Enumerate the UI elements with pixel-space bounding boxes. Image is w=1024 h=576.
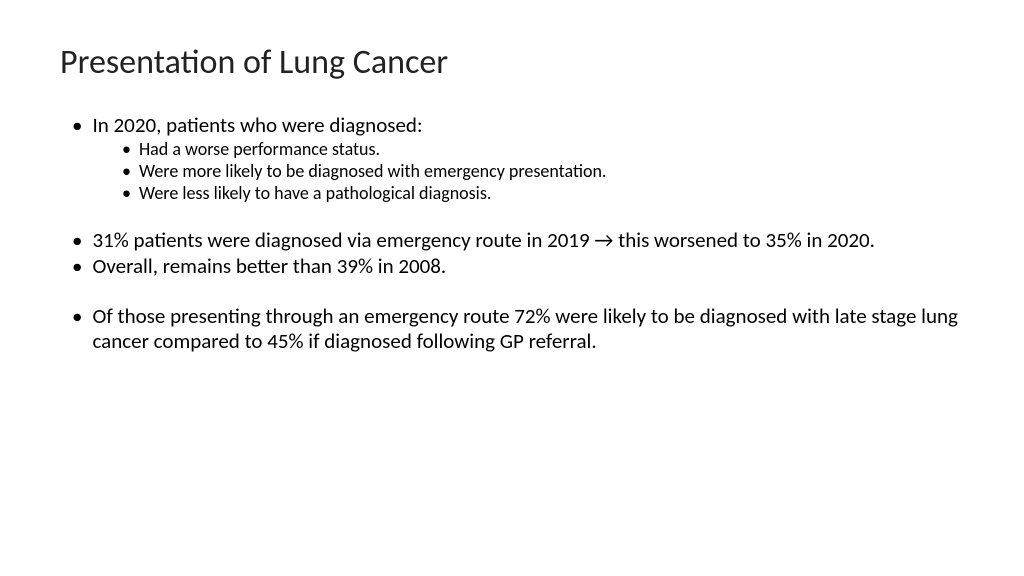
list-item: • 31% patients were diagnosed via emerge… [60,228,964,252]
list-item: • Overall, remains better than 39% in 20… [60,254,964,278]
bullet-icon: • [72,228,82,252]
bullet-icon: • [72,304,82,328]
bullet-icon: • [72,254,82,278]
list-item: • Of those presenting through an emergen… [60,304,964,352]
bullet-text: Overall, remains better than 39% in 2008… [92,254,446,278]
bullet-text: Had a worse performance status. [139,139,380,160]
bullet-text: Were less likely to have a pathological … [139,183,491,204]
bullet-icon: • [72,113,82,137]
bullet-icon: • [122,161,131,182]
bullet-text: In 2020, patients who were diagnosed: [92,113,422,137]
list-item: • Were more likely to be diagnosed with … [60,161,964,182]
list-item: • In 2020, patients who were diagnosed: [60,113,964,137]
bullet-icon: • [122,139,131,160]
slide-body: • In 2020, patients who were diagnosed: … [60,113,964,353]
slide-title: Presentation of Lung Cancer [60,42,964,83]
list-item: • Had a worse performance status. [60,139,964,160]
bullet-text: Were more likely to be diagnosed with em… [139,161,607,182]
bullet-text: Of those presenting through an emergency… [92,304,962,352]
bullet-text: 31% patients were diagnosed via emergenc… [92,228,875,252]
bullet-icon: • [122,183,131,204]
list-item: • Were less likely to have a pathologica… [60,183,964,204]
